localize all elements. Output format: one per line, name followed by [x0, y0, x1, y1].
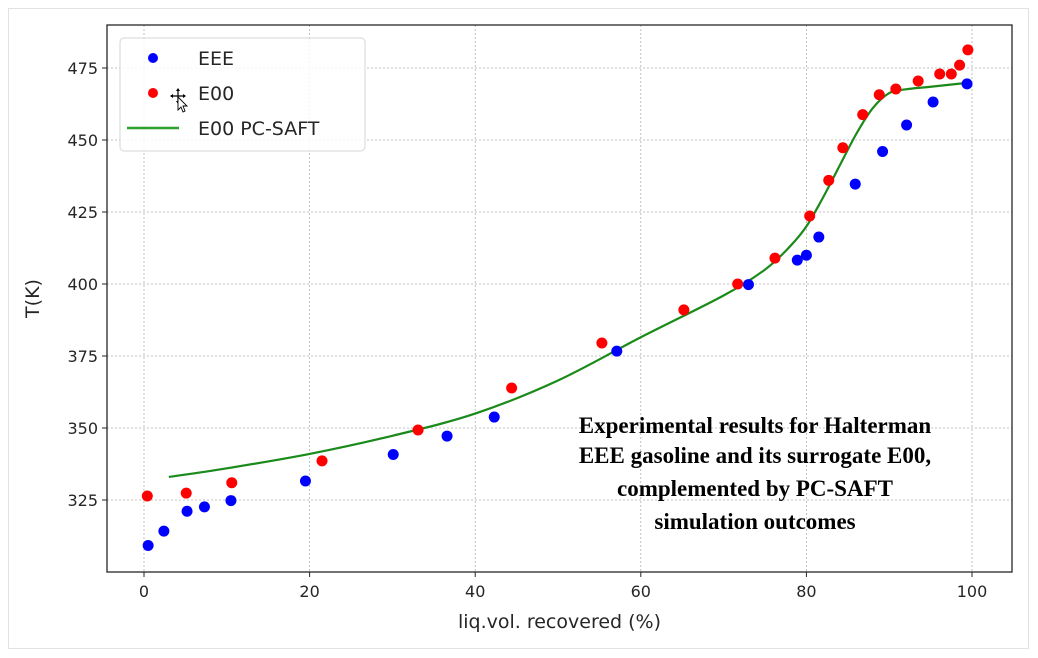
data-point-e00 — [180, 487, 192, 499]
y-tick-label: 425 — [67, 203, 98, 222]
data-point-e00 — [769, 252, 781, 264]
y-axis-label: T(K) — [22, 279, 44, 319]
x-tick-label: 80 — [796, 582, 816, 601]
data-point-eee — [927, 96, 939, 108]
figure-frame — [8, 8, 1029, 649]
data-point-e00 — [316, 455, 328, 467]
move-cursor-icon — [170, 88, 189, 113]
data-point-e00 — [890, 83, 902, 95]
data-point-eee — [901, 119, 913, 131]
data-point-e00 — [873, 89, 885, 101]
data-point-eee — [800, 249, 812, 261]
data-point-e00 — [962, 44, 974, 56]
annotation-line: Experimental results for Halterman — [579, 413, 932, 438]
data-point-e00 — [804, 210, 816, 222]
data-point-eee — [225, 495, 237, 507]
data-point-eee — [849, 178, 861, 190]
data-point-e00 — [141, 490, 153, 502]
y-tick-label: 475 — [67, 59, 98, 78]
y-axis-ticks: 325 350 375 400 425 450 475 — [67, 59, 107, 510]
data-point-e00 — [912, 75, 924, 87]
legend-label-e00: E00 — [198, 83, 234, 105]
y-tick-label: 450 — [67, 131, 98, 150]
data-point-e00 — [506, 382, 518, 394]
plot-area-border — [106, 24, 1013, 573]
legend-marker-eee — [148, 53, 158, 63]
legend-label-eee: EEE — [198, 48, 234, 70]
x-tick-label: 60 — [631, 582, 651, 601]
y-tick-label: 375 — [67, 347, 98, 366]
data-point-eee — [877, 146, 889, 158]
x-tick-label: 0 — [139, 582, 149, 601]
data-point-e00 — [226, 477, 238, 489]
data-point-e00 — [732, 278, 744, 290]
x-tick-label: 20 — [299, 582, 319, 601]
x-axis-label: liq.vol. recovered (%) — [458, 611, 661, 633]
x-tick-label: 40 — [465, 582, 485, 601]
data-point-eee — [158, 525, 170, 537]
x-tick-label: 100 — [957, 582, 988, 601]
data-point-e00 — [954, 59, 966, 71]
y-tick-label: 325 — [67, 491, 98, 510]
legend-box — [119, 37, 366, 152]
x-axis-ticks: 0 20 40 60 80 100 — [139, 572, 987, 601]
data-point-e00 — [857, 109, 869, 121]
data-point-eee — [441, 430, 453, 442]
annotation-text: Experimental results for Halterman EEE g… — [579, 413, 932, 534]
data-point-eee — [181, 505, 193, 517]
y-tick-label: 400 — [67, 275, 98, 294]
data-point-eee — [813, 231, 825, 243]
scatter-points — [141, 44, 974, 552]
y-tick-label: 350 — [67, 419, 98, 438]
data-point-eee — [299, 475, 311, 487]
legend: EEE E00 E00 PC-SAFT — [119, 37, 366, 152]
grid — [107, 25, 1012, 572]
data-point-eee — [742, 279, 754, 291]
annotation-line: complemented by PC-SAFT — [617, 476, 893, 501]
data-point-e00 — [596, 337, 608, 349]
data-point-e00 — [945, 68, 957, 80]
annotation-line: EEE gasoline and its surrogate E00, — [579, 443, 931, 468]
legend-marker-e00 — [148, 88, 158, 98]
data-point-e00 — [678, 304, 690, 316]
data-point-e00 — [934, 68, 946, 80]
data-point-eee — [142, 540, 154, 552]
data-point-eee — [961, 78, 973, 90]
annotation-line: simulation outcomes — [654, 509, 855, 534]
data-point-eee — [387, 448, 399, 460]
data-point-eee — [791, 254, 803, 266]
data-point-e00 — [823, 174, 835, 186]
data-point-eee — [611, 345, 623, 357]
data-point-e00 — [412, 424, 424, 436]
data-point-eee — [488, 411, 500, 423]
data-point-eee — [198, 501, 210, 513]
data-point-e00 — [837, 142, 849, 154]
legend-label-e00-pc-saft: E00 PC-SAFT — [198, 118, 320, 140]
